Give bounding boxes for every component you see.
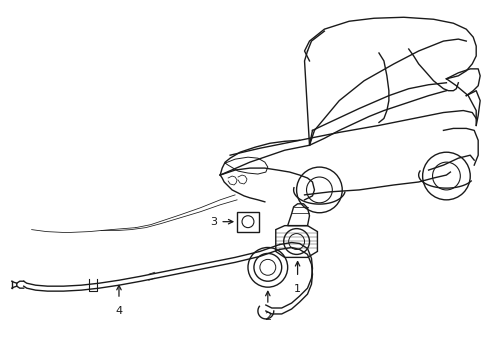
Text: 3: 3 [210, 217, 217, 227]
Text: 1: 1 [294, 284, 301, 294]
Text: 2: 2 [264, 312, 271, 322]
Bar [237, 212, 259, 231]
Text: 4: 4 [116, 306, 122, 316]
